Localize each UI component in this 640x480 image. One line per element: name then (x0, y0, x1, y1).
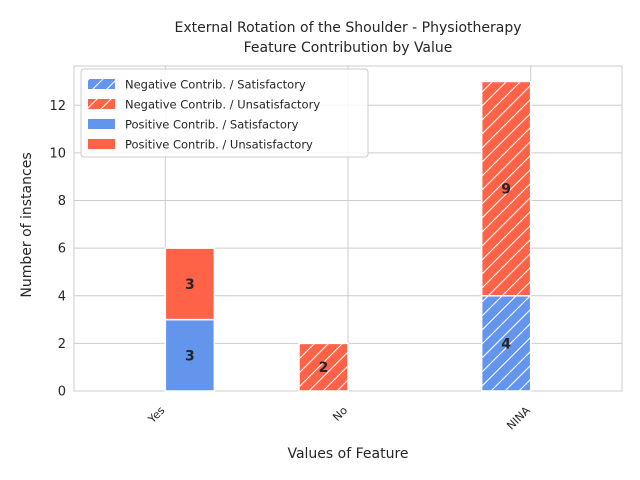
legend-swatch (88, 139, 115, 149)
bar-segment (164, 247, 216, 321)
bar-value-label: 9 (501, 182, 511, 198)
y-tick-label: 10 (49, 146, 66, 161)
legend-swatch (88, 119, 115, 129)
y-tick-label: 8 (58, 194, 66, 209)
legend-swatch-hatch (88, 79, 115, 89)
y-tick-label: 0 (58, 385, 66, 400)
bar-value-label: 4 (501, 336, 511, 352)
legend-swatch-hatch (88, 99, 115, 109)
y-tick-label: 4 (58, 289, 66, 304)
chart-title-line1: External Rotation of the Shoulder - Phys… (174, 20, 521, 36)
y-tick-label: 12 (49, 99, 66, 114)
bar-hatch (481, 81, 531, 296)
x-tick-label: No (330, 404, 350, 424)
chart-title-line2: Feature Contribution by Value (244, 40, 453, 56)
y-tick-label: 6 (58, 242, 66, 257)
legend-box (80, 68, 369, 158)
bar-value-label: 2 (319, 360, 329, 376)
legend-entry: Negative Contrib. / Satisfactory (125, 78, 306, 92)
bar-hatch (481, 295, 531, 391)
bar-value-label: 3 (185, 348, 195, 364)
x-axis-label: Values of Feature (287, 446, 408, 462)
legend-entry: Positive Contrib. / Satisfactory (125, 118, 299, 132)
x-tick-label: NINA (504, 404, 533, 433)
legend: Negative Contrib. / Satisfactory Negative… (80, 68, 369, 158)
bar-value-label: 3 (185, 277, 195, 293)
x-tick-label: Yes (145, 404, 168, 427)
y-tick-label: 2 (58, 337, 66, 352)
legend-entry: Positive Contrib. / Unsatisfactory (125, 138, 313, 152)
legend-entry: Negative Contrib. / Unsatisfactory (125, 98, 320, 112)
y-axis-label: Number of instances (19, 152, 35, 297)
bar-hatch (299, 343, 348, 391)
